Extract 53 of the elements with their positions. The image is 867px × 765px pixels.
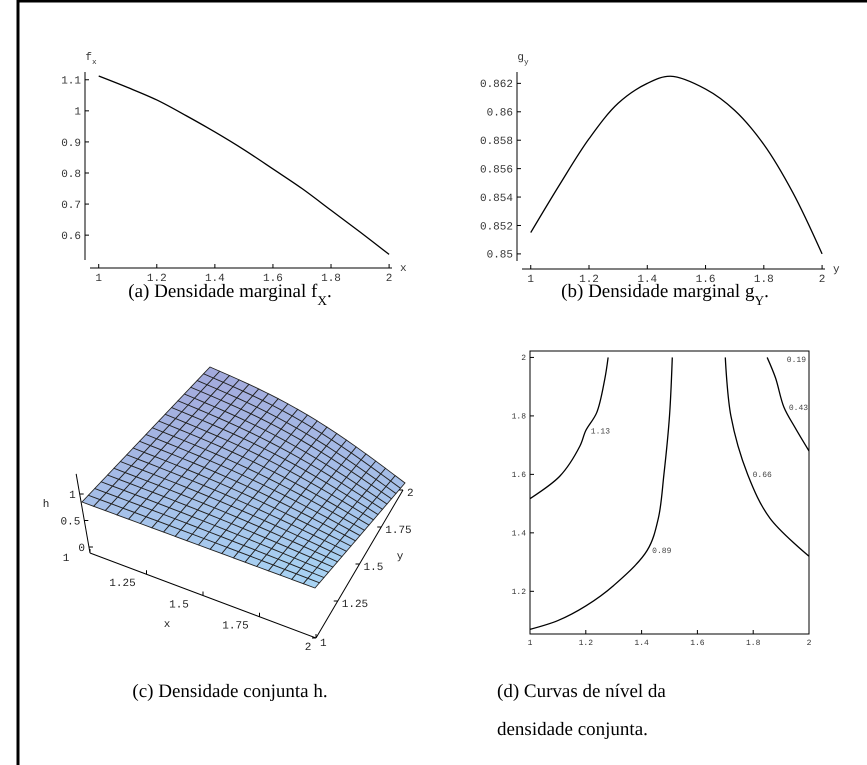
y-tick-label: 0.86 <box>486 108 513 120</box>
text: h <box>42 498 50 511</box>
x-tick-label: 1.8 <box>746 639 761 648</box>
text: 1.75 <box>222 620 249 633</box>
y-tick-label: 0.85 <box>486 250 513 262</box>
y-tick-label: 1.6 <box>512 471 526 480</box>
text: 0 <box>78 542 85 555</box>
x-axis-title: y <box>833 264 840 276</box>
line-series <box>98 75 390 256</box>
x-axis-title: x <box>400 263 407 275</box>
x-tick-label: 1 <box>95 273 102 285</box>
annotation: 0.19 <box>786 356 806 365</box>
x-tick-label: 1 <box>528 639 533 648</box>
series-label: 1.13 <box>590 427 610 436</box>
y-tick-label: 1.4 <box>512 530 526 539</box>
text: 1.5 <box>364 562 384 574</box>
y-axis-title: g$_{y}$ <box>517 52 529 67</box>
y-tick-label: 0.854 <box>480 192 514 205</box>
x-tick-label: 2 <box>806 639 812 648</box>
text: 1.5 <box>169 599 189 612</box>
y-axis-title: f$_{x}$ <box>85 52 97 67</box>
y-tick-label: 0.858 <box>480 136 513 148</box>
series-label: 0.89 <box>652 547 672 556</box>
series-label: 0.43 <box>788 404 808 413</box>
text: 1.25 <box>342 598 368 611</box>
x-tick-label: 2 <box>818 274 826 286</box>
y-tick-label: 0.856 <box>480 164 513 176</box>
text: y <box>396 550 404 563</box>
x-tick-label: 1.4 <box>634 639 649 648</box>
text: 2 <box>407 488 414 500</box>
y-tick-label: 2 <box>521 354 526 364</box>
text: 1.75 <box>385 524 412 537</box>
y-tick-label: 1.2 <box>512 588 526 598</box>
text: x <box>164 618 171 631</box>
x-tick-label: 1 <box>527 274 534 286</box>
x-tick-label: 1.2 <box>578 639 594 648</box>
y-tick-label: 0.8 <box>61 168 81 181</box>
y-tick-label: 1.8 <box>512 412 526 422</box>
text: 0.5 <box>60 516 80 528</box>
text: 1.25 <box>109 578 136 590</box>
x-tick-label: 1.6 <box>690 639 705 648</box>
y-tick-label: 0.852 <box>480 221 513 234</box>
y-tick-label: 0.9 <box>61 138 81 150</box>
y-tick-label: 0.862 <box>480 79 513 92</box>
y-tick-label: 0.7 <box>61 200 81 212</box>
y-tick-label: 0.6 <box>61 230 81 243</box>
y-tick-label: 1.1 <box>61 76 82 88</box>
line-series <box>530 76 823 255</box>
text: (d) Curvas de nível da densidade conjunta. <box>497 681 666 740</box>
x-tick-label: 2 <box>386 273 392 285</box>
y-tick-label: 1 <box>74 106 82 119</box>
series-label: 0.66 <box>752 471 772 480</box>
text: (c) Densidade conjunta h. <box>132 681 328 702</box>
